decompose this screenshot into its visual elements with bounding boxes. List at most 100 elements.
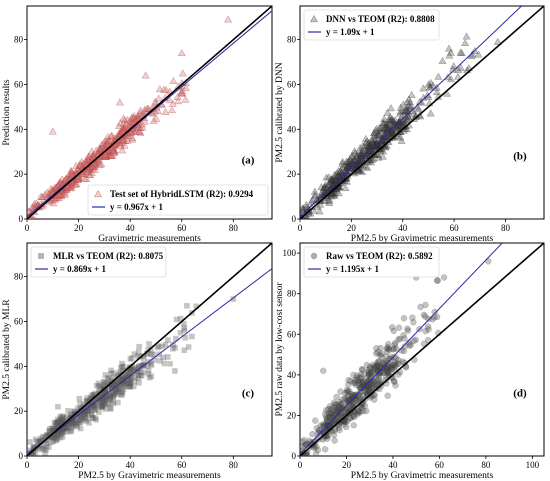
- data-point: [351, 377, 359, 384]
- data-point: [83, 397, 90, 404]
- data-point: [55, 403, 61, 410]
- data-point: [388, 115, 397, 123]
- data-point: [161, 107, 170, 115]
- data-point: [70, 414, 76, 421]
- data-point: [333, 393, 340, 401]
- data-point: [337, 166, 346, 174]
- data-point: [345, 381, 352, 389]
- data-point: [357, 388, 365, 395]
- data-point: [54, 419, 60, 425]
- data-point: [74, 417, 80, 424]
- data-point: [375, 358, 382, 365]
- data-point: [100, 390, 107, 396]
- data-point: [118, 389, 124, 396]
- data-point: [172, 368, 178, 374]
- data-point: [105, 395, 112, 402]
- data-point: [324, 181, 333, 189]
- fit-line: [27, 268, 272, 455]
- data-point: [122, 383, 128, 390]
- data-point: [177, 329, 184, 336]
- data-point: [456, 48, 465, 56]
- data-point: [345, 397, 353, 405]
- x-tick-label: 40: [126, 460, 136, 470]
- data-point: [350, 401, 357, 408]
- data-point: [177, 48, 186, 57]
- panel-d: 0 20 40 60 80 100 0 20 40 60 80 100 PM2.5 by Gravime…: [275, 242, 545, 481]
- data-point: [144, 350, 151, 357]
- data-point: [101, 397, 108, 403]
- data-point: [97, 382, 104, 389]
- data-point: [58, 428, 65, 435]
- data-point: [428, 81, 437, 89]
- data-point: [313, 202, 322, 210]
- data-point: [61, 424, 68, 430]
- data-point: [68, 428, 75, 434]
- data-point: [78, 412, 84, 419]
- data-point: [101, 401, 108, 407]
- data-point: [114, 378, 120, 385]
- panel-label: (c): [242, 387, 255, 399]
- data-point: [115, 387, 122, 393]
- data-point: [350, 422, 357, 429]
- data-point: [390, 361, 398, 368]
- data-point: [126, 383, 133, 390]
- data-point: [81, 410, 88, 417]
- data-point: [374, 129, 383, 137]
- data-point: [323, 416, 331, 424]
- data-point: [350, 412, 358, 419]
- data-point: [69, 415, 75, 421]
- data-point: [348, 158, 357, 166]
- data-point: [314, 429, 322, 437]
- x-tick-label: 40: [398, 223, 408, 233]
- data-point: [361, 162, 370, 170]
- data-point: [360, 371, 367, 378]
- data-point: [98, 404, 104, 410]
- data-point: [121, 379, 127, 386]
- data-point: [493, 37, 502, 45]
- data-point: [120, 368, 126, 374]
- data-point: [58, 418, 64, 424]
- data-point: [399, 107, 408, 115]
- data-point: [136, 106, 145, 114]
- data-point: [132, 374, 138, 381]
- data-point: [334, 413, 341, 420]
- data-point: [406, 98, 415, 106]
- data-point: [335, 401, 343, 409]
- data-point: [388, 353, 395, 361]
- data-point: [91, 404, 98, 411]
- data-point: [342, 396, 350, 403]
- data-point: [127, 369, 134, 375]
- data-point: [60, 425, 67, 432]
- data-point: [321, 446, 329, 453]
- legend-label-fit: y = 0.869x + 1: [53, 264, 107, 274]
- data-point: [364, 382, 371, 389]
- data-point: [334, 170, 343, 178]
- data-point: [114, 391, 121, 398]
- y-tick-label: 60: [14, 79, 24, 89]
- y-tick-label: 20: [14, 406, 24, 416]
- data-point: [390, 377, 398, 385]
- y-tick-label: 40: [14, 124, 24, 134]
- data-point: [388, 324, 396, 331]
- data-point: [371, 391, 378, 399]
- data-point: [381, 369, 388, 376]
- data-point: [99, 403, 105, 409]
- data-point: [378, 152, 387, 160]
- data-point: [120, 375, 127, 381]
- data-point: [391, 121, 400, 129]
- data-point: [118, 365, 124, 371]
- data-point: [110, 400, 117, 407]
- data-point: [120, 376, 127, 383]
- data-point: [42, 450, 48, 456]
- data-point: [100, 383, 107, 390]
- data-point: [375, 375, 383, 383]
- data-point: [66, 420, 73, 426]
- data-point: [65, 408, 71, 414]
- data-point: [384, 369, 392, 376]
- data-point: [119, 360, 125, 367]
- data-point: [447, 75, 456, 83]
- data-point: [40, 445, 47, 452]
- data-point: [135, 375, 142, 381]
- data-point: [346, 414, 354, 422]
- legend: MLR vs TEOM (R2): 0.8075 y = 0.869x + 1: [30, 246, 167, 278]
